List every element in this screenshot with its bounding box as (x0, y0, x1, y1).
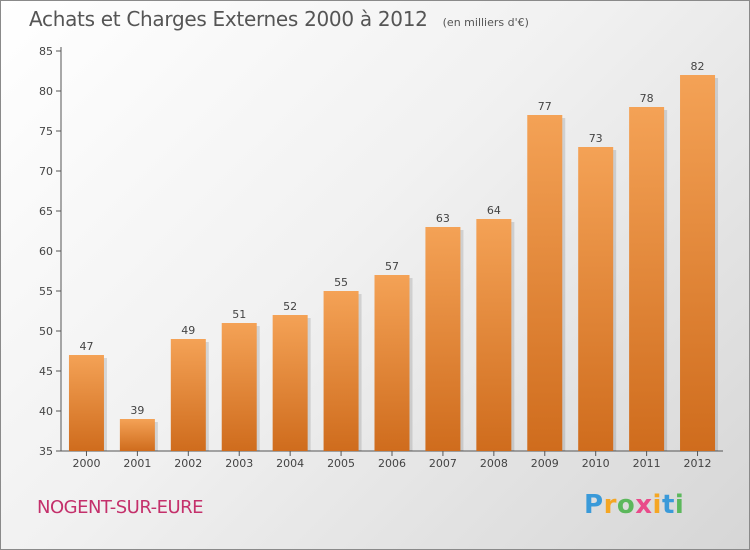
x-tick-label: 2002 (174, 457, 202, 470)
bar (221, 323, 257, 451)
x-tick-label: 2006 (378, 457, 406, 470)
data-label: 39 (130, 404, 144, 417)
y-tick-label: 80 (39, 85, 53, 98)
data-label: 78 (640, 92, 654, 105)
bar (272, 315, 308, 451)
data-label: 64 (487, 204, 501, 217)
bar (425, 227, 461, 451)
logo-letter: P (584, 490, 604, 520)
bar (170, 339, 206, 451)
data-label: 51 (232, 308, 246, 321)
x-tick-label: 2010 (582, 457, 610, 470)
axes: 35 40 45 50 55 60 65 70 75 80 85 2000 2001 2002 2003 20… (39, 45, 723, 470)
x-tick-label: 2007 (429, 457, 457, 470)
data-label: 47 (79, 340, 93, 353)
proxiti-logo: Proxiti (584, 490, 684, 520)
y-tick-label: 50 (39, 325, 53, 338)
bar (119, 419, 155, 451)
x-tick-label: 2009 (531, 457, 559, 470)
data-label: 55 (334, 276, 348, 289)
y-tick-label: 60 (39, 245, 53, 258)
y-tick-label: 70 (39, 165, 53, 178)
bar (680, 75, 716, 451)
bar (629, 107, 665, 451)
data-label: 73 (589, 132, 603, 145)
x-tick-label: 2003 (225, 457, 253, 470)
logo-letter: x (635, 490, 653, 520)
bar (527, 115, 563, 451)
bar (68, 355, 104, 451)
y-tick-label: 40 (39, 405, 53, 418)
data-label: 82 (691, 60, 705, 73)
logo-letter: i (674, 490, 685, 520)
title-row: Achats et Charges Externes 2000 à 2012 (… (29, 7, 529, 31)
bar (476, 219, 512, 451)
x-tick-label: 2012 (684, 457, 712, 470)
data-label: 77 (538, 100, 552, 113)
city-name: NOGENT-SUR-EURE (37, 497, 204, 518)
bar (578, 147, 614, 451)
logo-letter: i (652, 490, 662, 520)
chart-title: Achats et Charges Externes 2000 à 2012 (29, 7, 428, 31)
y-tick-label: 45 (39, 365, 53, 378)
logo-letter: t (661, 490, 675, 520)
data-label: 49 (181, 324, 195, 337)
logo-letter: o (616, 490, 636, 520)
x-tick-label: 2000 (72, 457, 100, 470)
x-tick-label: 2005 (327, 457, 355, 470)
logo-letter: r (603, 490, 617, 520)
x-tick-label: 2004 (276, 457, 304, 470)
data-labels: 47 39 49 51 52 55 57 63 64 77 73 78 82 (79, 60, 704, 417)
x-tick-label: 2001 (123, 457, 151, 470)
bar (374, 275, 410, 451)
x-tick-label: 2008 (480, 457, 508, 470)
y-tick-label: 35 (39, 445, 53, 458)
bar (323, 291, 359, 451)
y-tick-label: 75 (39, 125, 53, 138)
data-label: 52 (283, 300, 297, 313)
y-tick-label: 55 (39, 285, 53, 298)
bars (68, 75, 719, 451)
chart-subtitle: (en milliers d'€) (442, 16, 529, 29)
y-tick-label: 65 (39, 205, 53, 218)
x-tick-label: 2011 (633, 457, 661, 470)
data-label: 57 (385, 260, 399, 273)
data-label: 63 (436, 212, 450, 225)
y-tick-label: 85 (39, 45, 53, 58)
